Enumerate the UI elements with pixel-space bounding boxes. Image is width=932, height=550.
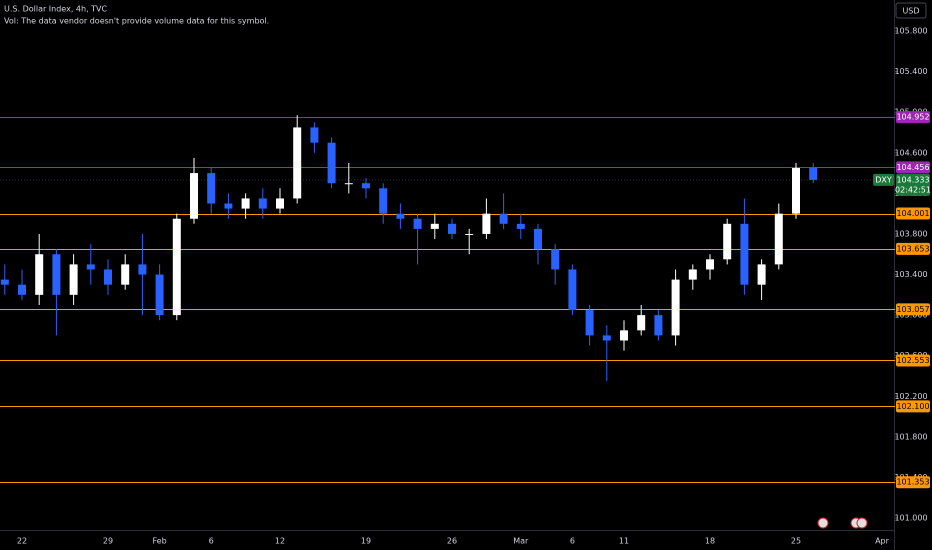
candle-body: [172, 218, 181, 316]
x-tick-label: Feb: [153, 537, 167, 546]
candle-body: [155, 274, 164, 316]
candle-body: [774, 213, 783, 265]
candle-body: [740, 223, 749, 285]
candle-body: [258, 198, 267, 209]
candle-body: [723, 223, 732, 260]
level-label: 104.952: [896, 113, 929, 122]
candle-body: [18, 284, 26, 295]
level-label-box: [896, 400, 930, 413]
candle-body: [35, 254, 44, 295]
y-tick-label: 105.400: [894, 67, 927, 76]
candle-body: [362, 183, 370, 189]
candle-body: [516, 223, 525, 229]
event-flag[interactable]: [817, 517, 829, 529]
symbol-box: [873, 173, 894, 186]
x-tick-label: 12: [275, 537, 285, 546]
candle-body: [241, 198, 250, 209]
level-label: 103.057: [896, 305, 929, 314]
last-price-value: 104.333: [896, 175, 929, 184]
currency-button[interactable]: [895, 2, 927, 19]
candle-body: [654, 315, 663, 336]
candle-body: [276, 198, 284, 209]
level-label-box: [896, 242, 930, 255]
x-tick-label: Mar: [513, 537, 529, 546]
candle-body: [465, 233, 474, 235]
y-tick-label: 101.000: [894, 514, 927, 523]
x-tick-label: 6: [570, 537, 575, 546]
last-price-box: [896, 173, 930, 196]
candle-body: [482, 213, 491, 234]
candle-body: [430, 223, 439, 229]
x-tick-label: 19: [361, 537, 371, 546]
x-tick-label: Apr: [875, 537, 890, 546]
candle-body: [448, 223, 456, 234]
level-label-box: [896, 207, 930, 220]
currency[interactable]: USD: [902, 7, 919, 16]
candle-body: [688, 269, 697, 280]
chart-title: U.S. Dollar Index, 4h, TVC: [4, 5, 108, 14]
candle-body: [293, 127, 302, 199]
candle-body: [620, 330, 628, 341]
y-tick-label: 105.800: [894, 27, 927, 36]
candle-body: [637, 315, 646, 331]
candle-body: [534, 228, 542, 250]
candle-body: [792, 168, 800, 214]
candle-body: [190, 173, 198, 219]
candle-body: [568, 269, 577, 311]
level-label-box: [896, 354, 930, 367]
candle-body: [52, 254, 61, 295]
candle-body: [69, 264, 78, 295]
x-tick-label: 11: [619, 537, 629, 546]
x-tick-label: 25: [791, 537, 801, 546]
level-label: 101.353: [896, 478, 929, 487]
x-tick-label: 29: [103, 537, 113, 546]
level-label-box: [896, 161, 930, 174]
level-label: 102.553: [896, 356, 929, 365]
candle-body: [585, 310, 594, 336]
event-icons: [817, 517, 868, 529]
candle-body: [379, 188, 388, 214]
y-tick-label: 104.600: [894, 148, 927, 157]
candle-body: [138, 264, 147, 275]
subtitle: Vol: The data vendor doesn't provide vol…: [4, 17, 269, 26]
symbol-label: DXY: [875, 175, 892, 184]
candle-body: [551, 249, 560, 270]
candle-body: [706, 259, 714, 270]
x-tick-label: 18: [705, 537, 715, 546]
candle-body: [757, 264, 766, 285]
level-label: 104.456: [896, 163, 929, 172]
x-tick-label: 6: [209, 537, 214, 546]
candle-body: [499, 213, 508, 224]
level-label-box: [896, 476, 930, 489]
candle-body: [344, 183, 353, 185]
candle-body: [396, 213, 405, 219]
candle-body: [413, 218, 422, 229]
x-tick-label: 26: [447, 537, 457, 546]
countdown: 02:42:51: [895, 185, 931, 194]
y-tick-label: 102.200: [894, 392, 927, 401]
level-label: 102.100: [896, 402, 929, 411]
candle-body: [207, 173, 216, 204]
candle-body: [310, 127, 319, 143]
level-label: 104.001: [896, 209, 929, 218]
candle-body: [602, 335, 611, 341]
x-tick-label: 22: [17, 537, 27, 546]
candle-body: [671, 279, 680, 336]
event-flag[interactable]: [856, 517, 868, 529]
candle-body: [0, 279, 9, 285]
candle-body: [104, 269, 112, 285]
candle-body: [86, 264, 95, 270]
level-label-box: [896, 111, 930, 124]
candle-body: [809, 168, 818, 180]
y-tick-label: 101.800: [894, 432, 927, 441]
level-label-box: [896, 303, 930, 316]
y-tick-label: 103.800: [894, 229, 927, 238]
candle-body: [224, 203, 233, 209]
candle-body: [121, 264, 130, 285]
candle-body: [327, 142, 336, 184]
level-label: 103.653: [896, 244, 929, 253]
y-tick-label: 103.400: [894, 270, 927, 279]
